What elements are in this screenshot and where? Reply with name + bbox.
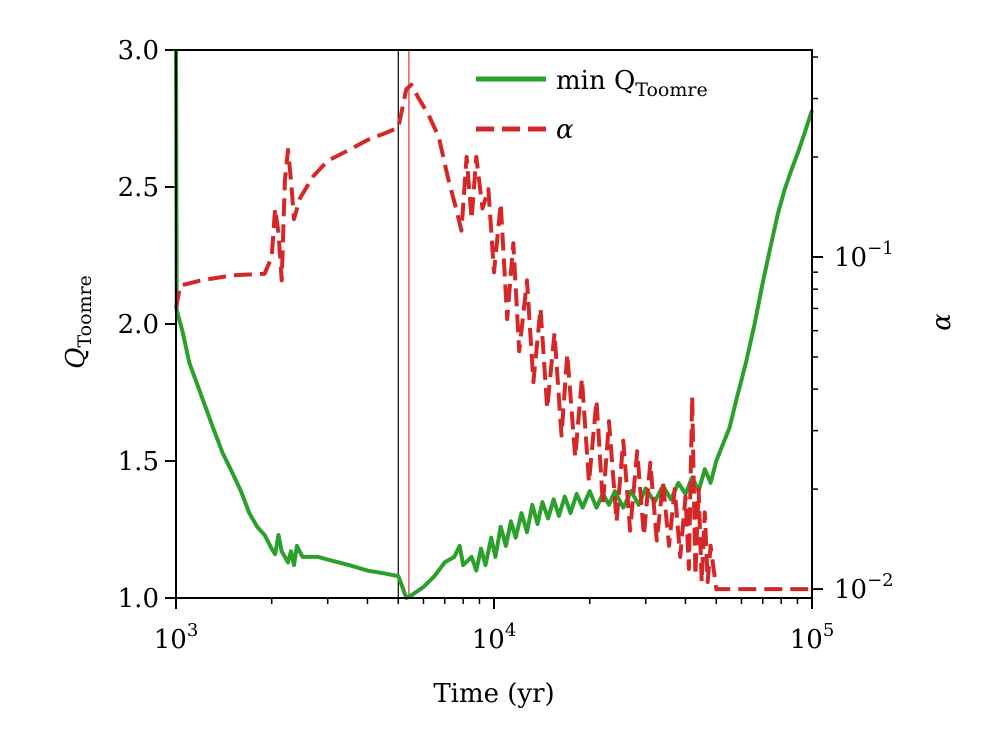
y-left-tick-label: 2.0: [118, 310, 159, 340]
y-left-tick-label: 1.0: [118, 584, 159, 614]
y-right-tick-label: 10−2: [834, 570, 894, 605]
series-layer: [174, 49, 814, 600]
y-axis-title-left: QToomre: [61, 275, 96, 369]
y-axis-title-left-sub: Toomre: [74, 275, 96, 347]
x-tick-label: 104: [472, 620, 517, 655]
y-axis-title-left-main: Q: [61, 348, 91, 369]
x-axis-title: Time (yr): [433, 679, 554, 709]
x-tick-label: 103: [154, 620, 199, 655]
legend-label-min-q-toomre: min QToomre: [556, 66, 708, 101]
legend-label-min-q-main: min Q: [556, 66, 635, 96]
plot-frame: [175, 49, 813, 599]
y-right-tick-label: 10−1: [834, 238, 894, 273]
y-left-tick-label: 1.5: [118, 447, 159, 477]
y-left-tick-label: 2.5: [118, 173, 159, 203]
y-left-tick-label: 3.0: [118, 36, 159, 66]
series-line-min-q-toomre: [174, 49, 814, 600]
x-tick-label: 105: [790, 620, 835, 655]
series-line-alpha: [174, 82, 812, 592]
tick-labels: 103 104 105 1.0 1.5 2.0 2.5 3.0 10−2 10−1: [118, 36, 894, 655]
y-axis-title-right: α: [927, 313, 957, 331]
legend-label-alpha: α: [556, 115, 574, 145]
legend: min QToomre α: [476, 66, 708, 145]
vertical-markers: [397, 50, 410, 598]
legend-label-min-q-sub: Toomre: [635, 79, 707, 101]
